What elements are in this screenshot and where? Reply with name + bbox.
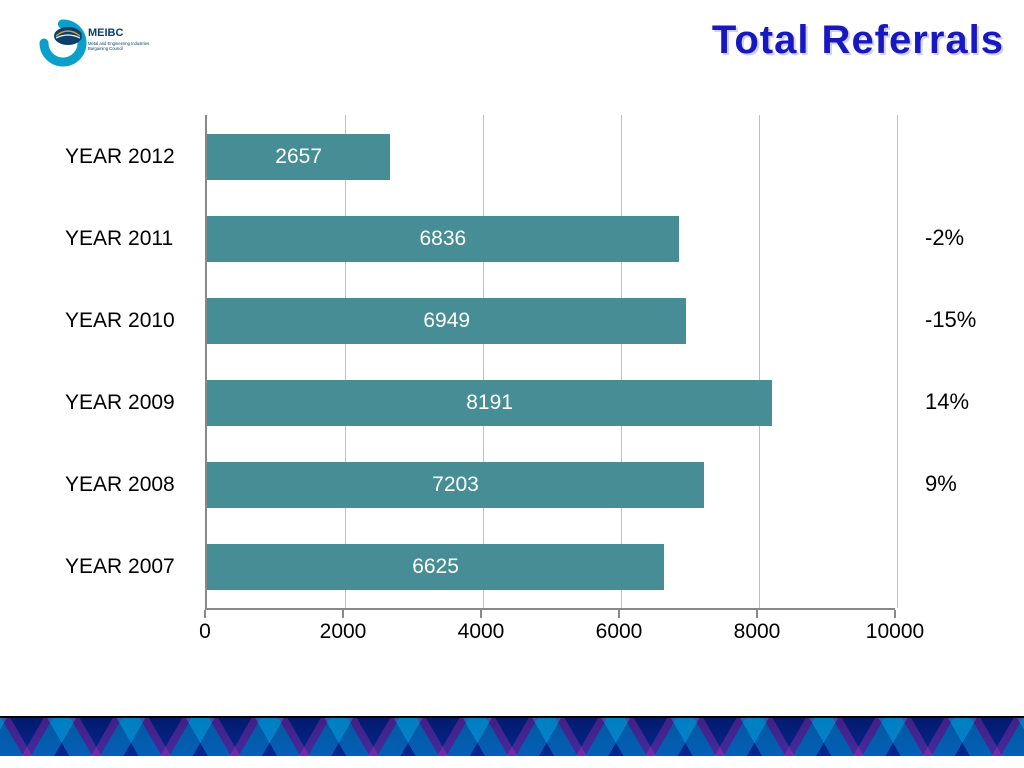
bar: 8191 [207,380,772,426]
decorative-footer-stripe [0,716,1024,756]
y-category-label: YEAR 2010 [65,309,190,333]
percent-change-label: -2% [925,225,964,251]
referrals-bar-chart: 2657 6836 6949 8191 7203 6625 0 2000 4000 6000 80… [65,115,985,675]
bar: 6836 [207,216,679,262]
meibc-logo: MEIBC Metal and Engineering Industries B… [38,18,178,68]
plot-area: 2657 6836 6949 8191 7203 6625 [205,115,895,610]
x-tick-mark [756,610,758,618]
bar: 2657 [207,134,390,180]
grid-line [897,115,898,608]
x-tick-mark [480,610,482,618]
grid-line [621,115,622,608]
x-tick-label: 2000 [320,620,367,644]
y-category-label: YEAR 2008 [65,473,190,497]
x-tick-label: 10000 [866,620,924,644]
bar-value-label: 6836 [419,227,466,251]
bar: 7203 [207,462,704,508]
x-tick-label: 4000 [458,620,505,644]
bar-value-label: 2657 [275,145,322,169]
percent-change-label: -15% [925,307,976,333]
x-tick-mark [342,610,344,618]
bar: 6949 [207,298,686,344]
bar-value-label: 6949 [423,309,470,333]
grid-line [483,115,484,608]
x-tick-mark [894,610,896,618]
bar-value-label: 8191 [466,391,513,415]
svg-text:Bargaining Council: Bargaining Council [88,46,123,51]
x-tick-mark [204,610,206,618]
y-category-label: YEAR 2011 [65,227,190,251]
y-category-label: YEAR 2012 [65,145,190,169]
grid-line [345,115,346,608]
x-tick-mark [618,610,620,618]
grid-line [759,115,760,608]
svg-text:MEIBC: MEIBC [88,27,124,39]
x-tick-label: 8000 [734,620,781,644]
bar-value-label: 6625 [412,555,459,579]
x-tick-label: 0 [199,620,211,644]
percent-change-label: 9% [925,471,957,497]
page-title: Total Referrals [712,18,1004,63]
y-category-label: YEAR 2009 [65,391,190,415]
y-category-label: YEAR 2007 [65,555,190,579]
x-tick-label: 6000 [596,620,643,644]
bar-value-label: 7203 [432,473,479,497]
bar: 6625 [207,544,664,590]
percent-change-label: 14% [925,389,969,415]
